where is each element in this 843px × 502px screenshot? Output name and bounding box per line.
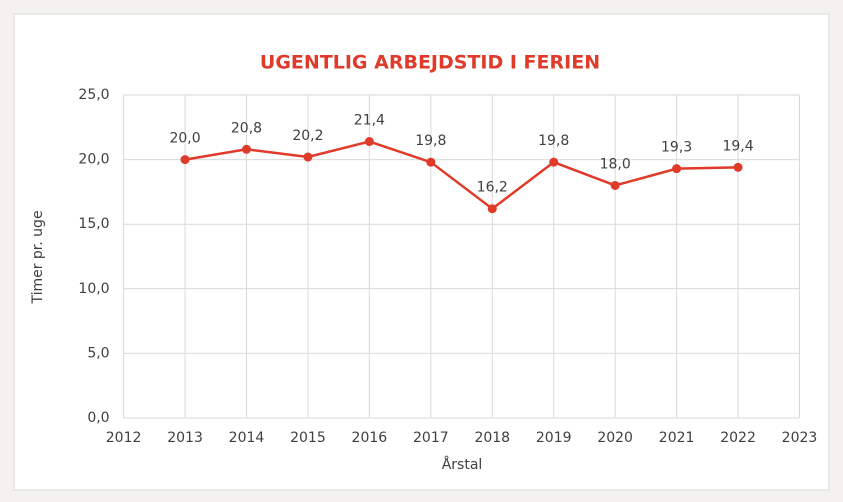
x-tick-label: 2013 xyxy=(167,430,203,446)
x-tick-label: 2016 xyxy=(352,430,388,446)
data-point xyxy=(241,144,251,154)
x-tick-label: 2017 xyxy=(413,430,449,446)
data-label: 16,2 xyxy=(477,180,508,196)
data-label: 20,8 xyxy=(231,120,262,136)
data-point xyxy=(364,137,374,147)
data-label: 18,0 xyxy=(600,156,631,172)
y-tick-label: 25,0 xyxy=(78,87,109,103)
y-tick-label: 10,0 xyxy=(78,281,109,297)
x-tick-label: 2014 xyxy=(229,430,265,446)
y-tick-label: 20,0 xyxy=(78,152,109,168)
x-tick-label: 2021 xyxy=(659,430,695,446)
data-point xyxy=(180,155,190,165)
data-point xyxy=(487,204,497,214)
series-line xyxy=(184,140,739,211)
x-tick-label: 2023 xyxy=(782,430,818,446)
data-point xyxy=(303,152,313,162)
x-tick-label: 2020 xyxy=(597,430,633,446)
y-tick-label: 15,0 xyxy=(78,216,109,232)
data-label: 21,4 xyxy=(354,113,385,129)
data-point xyxy=(610,180,620,190)
y-tick-label: 0,0 xyxy=(87,410,109,426)
x-tick-label: 2015 xyxy=(290,430,326,446)
data-label: 19,8 xyxy=(538,133,569,149)
data-label: 20,0 xyxy=(169,131,200,147)
x-tick-label: 2012 xyxy=(106,430,142,446)
x-axis-title: Årstal xyxy=(442,456,483,473)
x-tick-label: 2022 xyxy=(720,430,756,446)
data-label: 20,2 xyxy=(292,128,323,144)
x-tick-label: 2019 xyxy=(536,430,572,446)
data-label: 19,8 xyxy=(415,133,446,149)
y-tick-label: 5,0 xyxy=(87,345,109,361)
data-label: 19,3 xyxy=(661,140,692,156)
data-point xyxy=(549,157,559,167)
chart-title: UGENTLIG ARBEJDSTID I FERIEN xyxy=(260,52,600,74)
x-tick-label: 2018 xyxy=(474,430,510,446)
y-axis-title: Timer pr. uge xyxy=(30,210,46,304)
chart-frame xyxy=(13,13,830,491)
data-label: 19,4 xyxy=(722,138,753,154)
data-point xyxy=(426,157,436,167)
data-point xyxy=(733,162,743,172)
data-point xyxy=(672,164,682,174)
